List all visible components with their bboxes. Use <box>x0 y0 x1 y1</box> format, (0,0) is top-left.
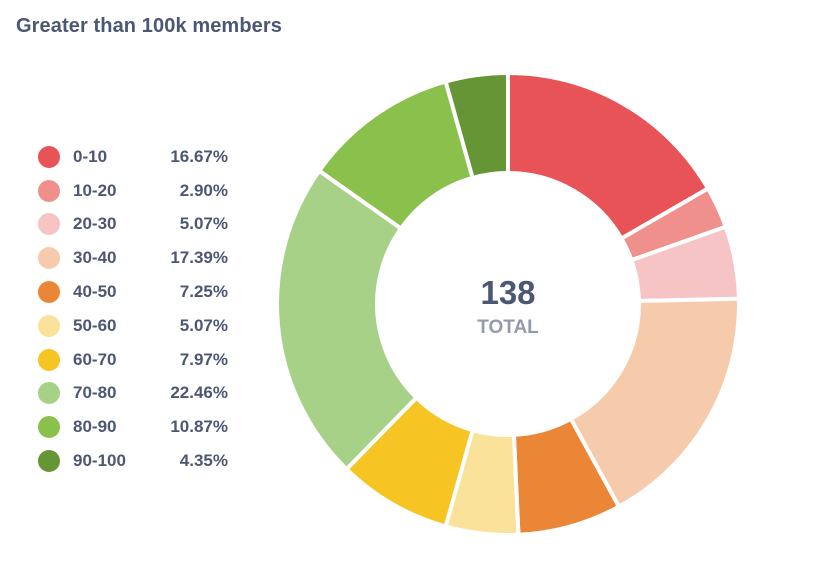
legend-dot <box>38 416 60 439</box>
legend-label: 20-30 <box>73 214 117 234</box>
legend-label: 90-100 <box>73 451 126 471</box>
legend-dot <box>38 145 60 168</box>
legend-dot <box>38 314 60 337</box>
donut-slices <box>275 71 741 537</box>
legend-dot <box>38 450 60 473</box>
legend-percent: 10.87% <box>170 417 228 437</box>
center-total-label: TOTAL <box>477 317 539 338</box>
legend-percent: 17.39% <box>170 248 228 268</box>
legend-percent: 22.46% <box>170 383 228 403</box>
legend-label: 10-20 <box>73 180 117 200</box>
donut-slice-0-10[interactable] <box>506 71 711 241</box>
legend-dot <box>38 213 60 236</box>
legend-item-30-40[interactable]: 30-40 17.39% <box>38 241 228 275</box>
legend-label: 50-60 <box>73 315 117 335</box>
legend-dot <box>38 247 60 270</box>
legend-item-80-90[interactable]: 80-90 10.87% <box>38 410 228 444</box>
donut-slice-90-100[interactable] <box>443 71 510 180</box>
legend-item-60-70[interactable]: 60-70 7.97% <box>38 343 228 377</box>
legend-label: 0-10 <box>73 146 108 166</box>
legend-dot <box>38 179 60 202</box>
legend-label: 30-40 <box>73 248 117 268</box>
legend-item-50-60[interactable]: 50-60 5.07% <box>38 309 228 343</box>
legend-percent: 2.90% <box>179 180 228 200</box>
legend-item-20-30[interactable]: 20-30 5.07% <box>38 208 228 242</box>
legend-dot <box>38 382 60 405</box>
legend-percent: 5.07% <box>179 214 228 234</box>
legend-dot <box>38 281 60 304</box>
legend-item-70-80[interactable]: 70-80 22.46% <box>38 377 228 411</box>
legend-item-0-10[interactable]: 0-10 16.67% <box>38 140 228 174</box>
legend-percent: 7.97% <box>179 349 228 369</box>
donut-slice-70-80[interactable] <box>275 168 419 472</box>
legend-label: 60-70 <box>73 349 117 369</box>
card-title: Greater than 100k members <box>16 15 282 37</box>
legend-percent: 4.35% <box>179 451 228 471</box>
legend-percent: 16.67% <box>170 146 228 166</box>
legend-item-40-50[interactable]: 40-50 7.25% <box>38 275 228 309</box>
legend-label: 70-80 <box>73 383 117 403</box>
legend-dot <box>38 348 60 371</box>
legend-item-90-100[interactable]: 90-100 4.35% <box>38 444 228 478</box>
legend-item-10-20[interactable]: 10-20 2.90% <box>38 174 228 208</box>
legend-label: 80-90 <box>73 417 117 437</box>
legend-label: 40-50 <box>73 282 117 302</box>
legend-percent: 7.25% <box>179 282 228 302</box>
legend-percent: 5.07% <box>179 315 228 335</box>
chart-legend: 0-10 16.67% 10-20 2.90% 20-30 5.07% 30-40 17.39… <box>38 140 228 478</box>
center-total-value: 138 <box>480 274 535 311</box>
